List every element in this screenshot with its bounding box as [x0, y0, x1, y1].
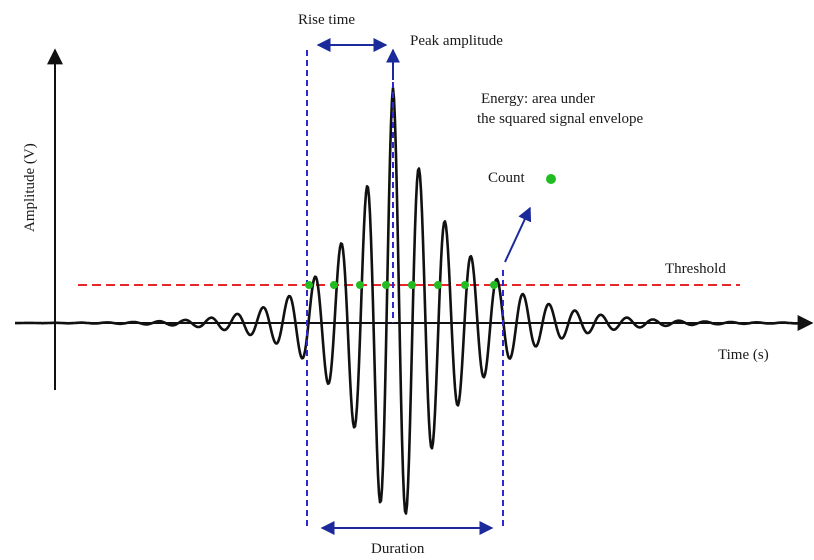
count-dot [408, 281, 416, 289]
count-dot [356, 281, 364, 289]
energy-label-line1: Energy: area under [481, 91, 595, 107]
count-legend-dot [546, 174, 556, 184]
threshold-label: Threshold [665, 261, 726, 277]
energy-label-line2: the squared signal envelope [477, 111, 644, 127]
rise-time-label: Rise time [298, 12, 355, 28]
peak-amplitude-label: Peak amplitude [410, 33, 503, 49]
count-arrow [504, 206, 532, 263]
count-dot [330, 281, 338, 289]
signal-waveform [14, 86, 806, 515]
duration-label: Duration [371, 541, 425, 557]
count-label: Count [488, 170, 526, 186]
count-dot [305, 281, 313, 289]
count-dots [305, 281, 498, 289]
count-dot [382, 281, 390, 289]
amplitude-axis-label: Amplitude (V) [22, 143, 38, 232]
count-dot [490, 281, 498, 289]
count-dot [434, 281, 442, 289]
count-dot [461, 281, 469, 289]
time-axis-label: Time (s) [718, 347, 769, 363]
